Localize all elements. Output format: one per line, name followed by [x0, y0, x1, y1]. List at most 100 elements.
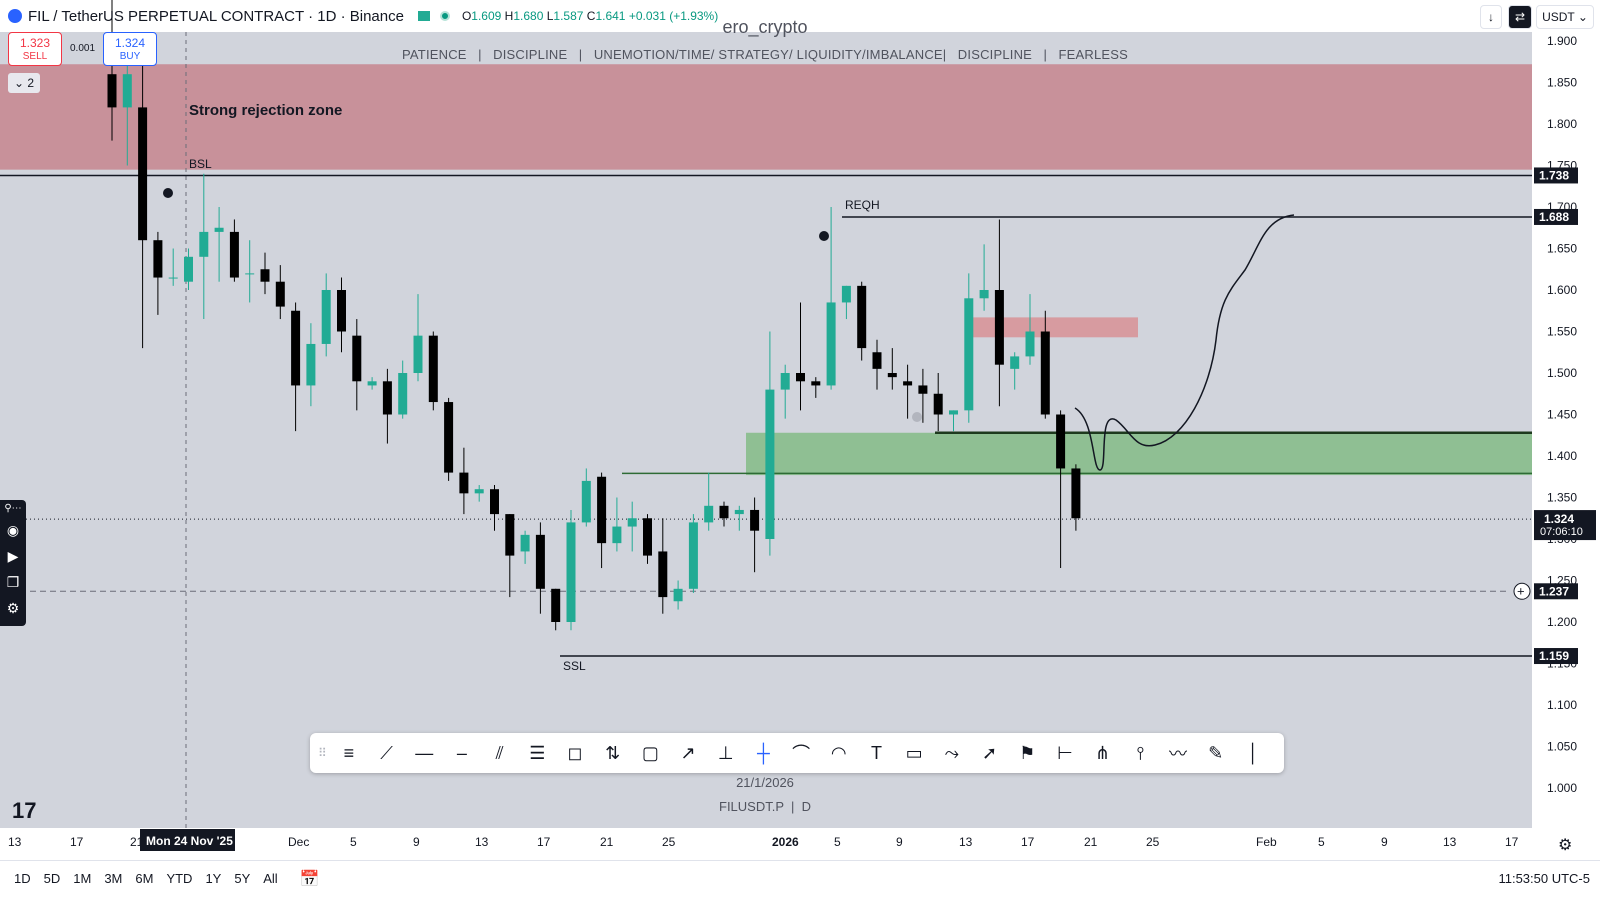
- candle-body[interactable]: [597, 476, 607, 544]
- candle-body[interactable]: [520, 534, 530, 552]
- trend-line-icon[interactable]: ⟋: [380, 742, 393, 763]
- candle-body[interactable]: [887, 373, 897, 378]
- candle-body[interactable]: [1025, 331, 1035, 357]
- drag-handle-icon[interactable]: ⠿: [318, 746, 327, 760]
- price-level-tag[interactable]: [1534, 208, 1578, 225]
- candle-body[interactable]: [566, 522, 576, 622]
- candle-body[interactable]: [1071, 468, 1081, 519]
- comment-icon[interactable]: ▭: [905, 742, 923, 763]
- swap-icon[interactable]: ⇄: [1508, 5, 1532, 29]
- candle-body[interactable]: [796, 373, 805, 382]
- candle-body[interactable]: [535, 534, 545, 589]
- camera-icon[interactable]: ◉: [6, 522, 20, 538]
- range-3m[interactable]: 3M: [104, 871, 123, 886]
- range-5d[interactable]: 5D: [43, 871, 61, 886]
- candle-body[interactable]: [122, 74, 132, 108]
- range-5y[interactable]: 5Y: [234, 871, 251, 886]
- projection-path[interactable]: [1074, 214, 1295, 471]
- flag-icon[interactable]: [417, 11, 430, 21]
- candle-body[interactable]: [337, 290, 346, 332]
- candle-body[interactable]: [704, 505, 714, 523]
- range-1y[interactable]: 1Y: [205, 871, 222, 886]
- candle-body[interactable]: [811, 381, 821, 386]
- candle-body[interactable]: [627, 518, 637, 527]
- arrow-down-icon[interactable]: ↓: [1480, 5, 1502, 29]
- candle-body[interactable]: [214, 227, 224, 232]
- crosshair-icon[interactable]: ┼: [757, 742, 770, 763]
- range-all[interactable]: All: [263, 871, 278, 886]
- gear-icon[interactable]: ⚙: [6, 600, 20, 616]
- settings-gear-icon[interactable]: ⚙: [1558, 837, 1573, 854]
- horizontal-lines-icon[interactable]: ≡: [343, 742, 355, 763]
- candle-body[interactable]: [780, 373, 790, 390]
- candle-body[interactable]: [306, 343, 316, 386]
- candle-body[interactable]: [321, 290, 331, 344]
- candle-body[interactable]: [229, 231, 239, 278]
- candle-body[interactable]: [1010, 356, 1020, 369]
- sell-button[interactable]: 1.323 SELL: [8, 32, 62, 66]
- candle-body[interactable]: [719, 505, 729, 519]
- callout-icon[interactable]: ◻: [567, 742, 583, 763]
- arrow-marker-icon[interactable]: ➚: [981, 742, 998, 763]
- candle-body[interactable]: [184, 256, 193, 282]
- rejection-zone[interactable]: [0, 64, 1532, 170]
- candle-body[interactable]: [459, 472, 469, 494]
- alarm-icon[interactable]: [912, 412, 922, 422]
- candle-body[interactable]: [734, 509, 744, 515]
- anchored-vwap-icon[interactable]: ⫯: [1136, 742, 1145, 763]
- candle-body[interactable]: [643, 518, 652, 556]
- range-ytd[interactable]: YTD: [166, 871, 193, 886]
- layers-icon[interactable]: ❐: [6, 574, 20, 590]
- calendar-icon[interactable]: 📅: [299, 870, 320, 888]
- candle-body[interactable]: [765, 389, 775, 539]
- buy-button[interactable]: 1.324 BUY: [103, 32, 157, 66]
- candle-body[interactable]: [382, 381, 392, 415]
- candle-body[interactable]: [107, 74, 117, 108]
- candle-body[interactable]: [490, 489, 499, 515]
- candle-body[interactable]: [398, 373, 408, 415]
- horizontal-ray-icon[interactable]: —: [415, 742, 434, 763]
- candle-body[interactable]: [260, 269, 270, 282]
- candle-body[interactable]: [138, 107, 148, 241]
- alarm-icon[interactable]: [819, 231, 829, 241]
- arrow-icon[interactable]: ↗: [680, 742, 696, 763]
- candle-body[interactable]: [1040, 331, 1050, 415]
- price-level-tag[interactable]: [1534, 167, 1578, 184]
- candle-body[interactable]: [612, 526, 622, 544]
- alarm-icon[interactable]: [163, 188, 173, 198]
- candle-body[interactable]: [168, 277, 178, 279]
- currency-select[interactable]: USDT ⌄: [1536, 5, 1594, 29]
- candle-body[interactable]: [750, 509, 760, 531]
- polyline-icon[interactable]: 〰: [1168, 744, 1187, 764]
- curve-icon[interactable]: ⌒: [792, 744, 811, 764]
- path-icon[interactable]: ⤳: [944, 742, 960, 763]
- candle-body[interactable]: [841, 285, 851, 303]
- link-icon[interactable]: ⚲⋯: [4, 503, 22, 514]
- price-level-tag[interactable]: [1534, 583, 1578, 600]
- candle-body[interactable]: [857, 285, 867, 349]
- candle-body[interactable]: [933, 393, 943, 415]
- candle-body[interactable]: [352, 335, 362, 382]
- video-icon[interactable]: ▶: [7, 548, 19, 564]
- range-1m[interactable]: 1M: [73, 871, 92, 886]
- candle-body[interactable]: [474, 489, 484, 494]
- candle-body[interactable]: [153, 240, 163, 278]
- candle-body[interactable]: [964, 298, 974, 411]
- date-range-icon[interactable]: ⊢: [1057, 742, 1073, 763]
- price-level-tag[interactable]: [1534, 648, 1578, 665]
- text-icon[interactable]: T: [870, 742, 882, 763]
- candle-body[interactable]: [291, 310, 301, 386]
- range-6m[interactable]: 6M: [135, 871, 154, 886]
- long-position-icon[interactable]: ⇅: [605, 742, 621, 763]
- vertical-line-icon[interactable]: │: [1247, 742, 1259, 763]
- candle-body[interactable]: [658, 551, 668, 598]
- clock[interactable]: 11:53:50 UTC-5: [1498, 871, 1590, 886]
- rectangle-icon[interactable]: ▢: [641, 742, 659, 763]
- candle-body[interactable]: [673, 588, 683, 602]
- symbol-title[interactable]: FIL / TetherUS PERPETUAL CONTRACT · 1D ·…: [28, 7, 404, 25]
- arc-icon[interactable]: ◠: [830, 742, 847, 763]
- demand-zone[interactable]: [746, 432, 1532, 476]
- brush-icon[interactable]: ✎: [1208, 742, 1224, 763]
- candle-body[interactable]: [918, 385, 928, 394]
- candle-body[interactable]: [872, 352, 882, 369]
